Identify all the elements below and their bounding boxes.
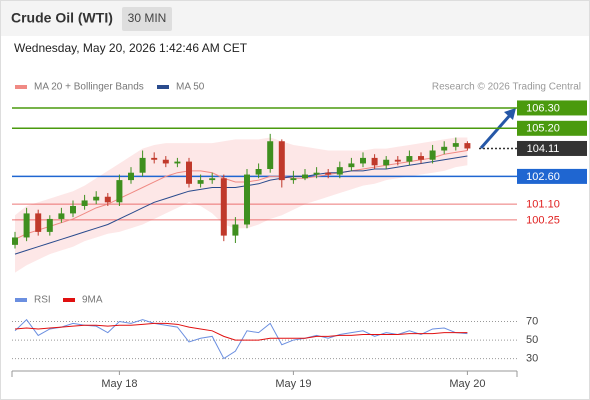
level-box [517,168,587,184]
legend-label: MA 20 + Bollinger Bands [34,82,144,93]
ma-line [14,155,468,255]
candle-body [302,174,308,179]
candle-body [81,200,88,206]
level-box [517,100,587,116]
candle-body [46,218,53,232]
level-label: 102.60 [526,171,560,183]
candle-body [325,172,332,175]
legend-label: 9MA [82,295,103,306]
x-tick-label: May 20 [449,378,485,390]
candle-body [151,157,158,160]
level-label: 100.25 [526,214,560,226]
legend-label: MA 50 [176,82,205,93]
legend-swatch [15,298,27,302]
legend-swatch [63,298,75,302]
candle-body [441,146,448,151]
candle-body [23,213,30,238]
legend-swatch [15,85,27,89]
candle-body [209,178,216,181]
candle-body [371,157,378,166]
title: Crude Oil (WTI) [11,10,113,26]
level-label: 104.11 [527,143,560,155]
candle-body [70,206,76,214]
candle-body [429,150,436,160]
candle-body [452,143,459,147]
candle-body [348,163,355,168]
source: Research © 2026 Trading Central [432,82,581,93]
indicator-line [14,322,468,341]
y-tick-label: 70 [526,315,538,327]
level-label: 105.20 [526,123,560,135]
arrow-head [504,108,516,120]
level-label: 101.10 [526,199,560,211]
candle-body [93,196,100,201]
x-tick-label: May 19 [275,378,311,390]
interval[interactable]: 30 MIN [128,11,167,25]
candle-body [174,161,181,164]
candle-body [244,174,250,225]
candle-body [336,167,343,175]
candle-body [232,224,239,236]
candle-body [418,156,424,160]
candle-body [35,213,42,232]
candle-body [139,157,146,173]
header-bar [1,1,589,36]
level-label: 106.30 [526,102,560,114]
candle-body [58,213,65,219]
candle-body [128,172,134,181]
level-box [517,140,587,156]
candle-body [360,157,366,164]
candle-body [255,169,262,175]
candle-body [12,237,18,245]
candle-body [197,180,204,184]
ma-line [14,150,468,240]
candle-body [267,141,274,169]
candle-body [104,196,111,203]
y-tick-label: 30 [526,352,538,364]
y-tick-label: 50 [526,334,538,346]
candle-body [394,159,401,162]
legend-swatch [157,85,169,89]
candle-body [313,172,320,175]
candle-body [278,141,285,181]
level-box [517,120,587,136]
candle-body [406,156,413,162]
candle-body [290,178,297,181]
interval-badge[interactable] [122,7,172,31]
x-tick-label: May 18 [101,378,137,390]
arrow [479,113,513,149]
candle-body [186,161,192,184]
candle-body [220,178,227,236]
candle-body [464,143,471,149]
legend-label: RSI [34,295,51,306]
datetime: Wednesday, May 20, 2026 1:42:46 AM CET [14,41,248,55]
candle-body [383,159,390,166]
candle-body [162,159,169,164]
candle-body [116,180,123,203]
